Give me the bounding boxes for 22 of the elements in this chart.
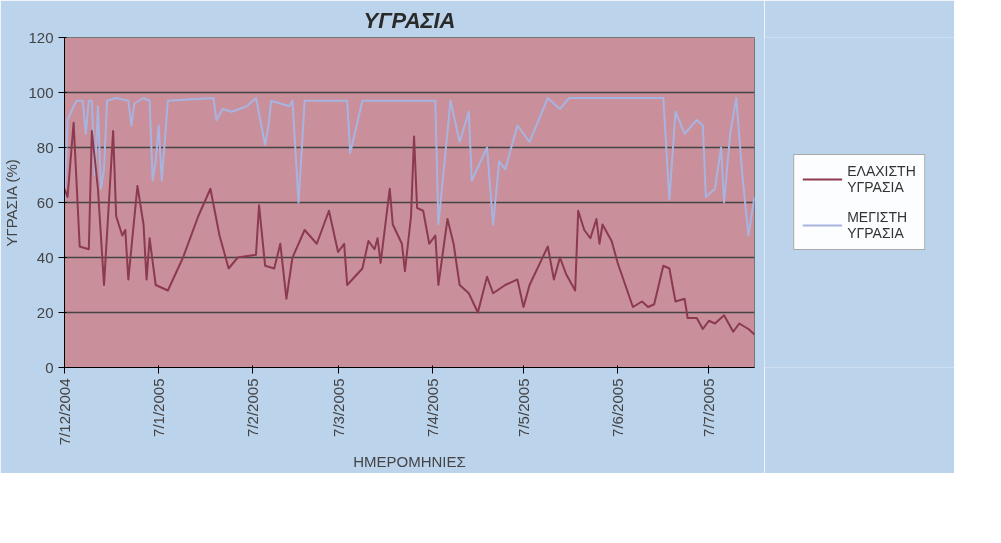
- x-tick-label: 7/2/2005: [244, 378, 262, 437]
- y-tick-label: 40: [36, 248, 54, 266]
- legend-label: ΜΕΓΙΣΤΗ ΥΓΡΑΣΙΑ: [847, 209, 908, 241]
- x-tick-label: 7/5/2005: [514, 378, 532, 437]
- x-tick-label: 7/7/2005: [700, 378, 718, 437]
- x-tick-label: 7/4/2005: [423, 378, 441, 437]
- y-tick-label: 0: [45, 358, 54, 376]
- x-tick-label: 7/6/2005: [609, 378, 627, 437]
- x-tick-label: 7/3/2005: [329, 378, 347, 437]
- y-tick-label: 120: [28, 28, 54, 46]
- y-axis-title: ΥΓΡΑΣΙΑ (%): [3, 159, 21, 247]
- y-tick-label: 80: [36, 138, 54, 156]
- chart-title: ΥΓΡΑΣΙΑ: [363, 7, 456, 33]
- line-series: [64, 97, 755, 237]
- y-tick-label: 60: [36, 193, 54, 211]
- x-axis-title: ΗΜΕΡΟΜΗΝΙΕΣ: [353, 453, 466, 471]
- legend-label: ΕΛΑΧΙΣΤΗ ΥΓΡΑΣΙΑ: [847, 163, 916, 195]
- line-series: [64, 121, 755, 336]
- y-tick-label: 20: [36, 303, 54, 321]
- x-tick-label: 7/12/2004: [56, 378, 73, 446]
- y-tick-label: 100: [28, 83, 54, 101]
- x-tick-label: 7/1/2005: [150, 378, 168, 437]
